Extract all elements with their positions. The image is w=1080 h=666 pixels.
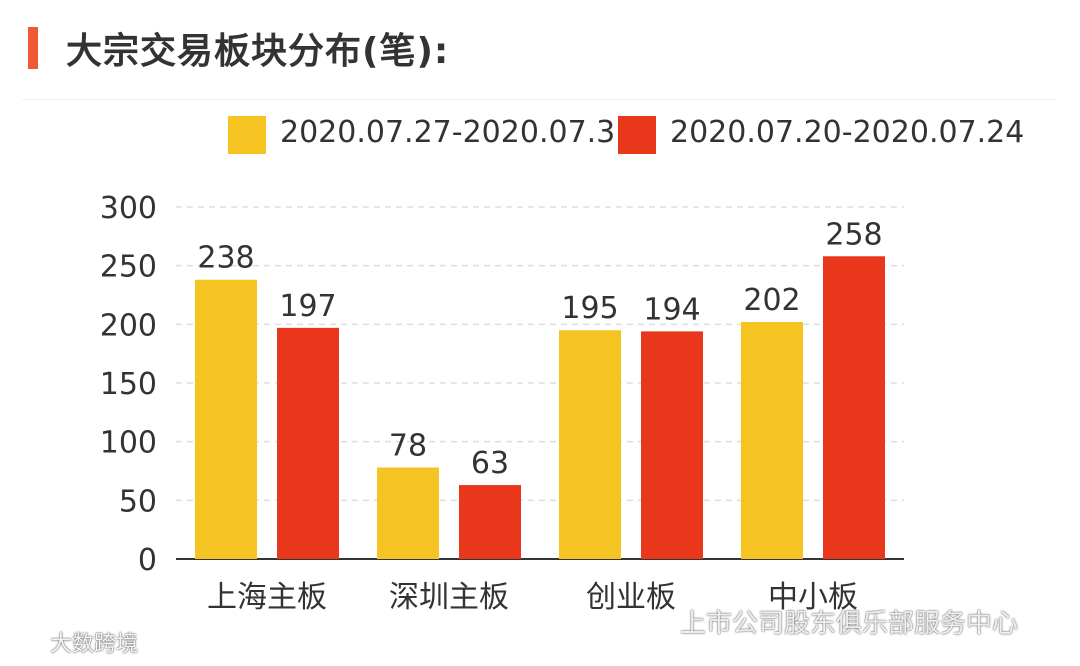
y-tick-label: 300 (100, 191, 157, 226)
legend-swatch-series-1 (228, 116, 266, 154)
data-label: 78 (389, 428, 427, 463)
watermark-brand: 大数跨境 (6, 626, 138, 660)
data-label: 202 (743, 283, 800, 318)
legend-swatch-series-2 (618, 116, 656, 154)
watermark-left-text: 大数跨境 (50, 632, 139, 657)
y-tick-label: 50 (119, 484, 157, 519)
bar (195, 279, 257, 559)
bar (277, 327, 339, 559)
y-tick-label: 100 (100, 426, 157, 461)
data-label: 258 (825, 217, 882, 252)
x-tick-label: 中小板 (768, 580, 858, 615)
watermark-right-text: 上市公司股东俱乐部服务中心 (680, 609, 1019, 639)
legend-label-series-1: 2020.07.27-2020.07.31 (280, 115, 635, 150)
header: 大宗交易板块分布(笔): (0, 0, 1080, 100)
y-tick-label: 0 (138, 543, 157, 578)
logo-icon (8, 634, 42, 652)
data-label: 197 (279, 289, 336, 324)
chart-title: 大宗交易板块分布(笔): (66, 31, 450, 72)
data-label: 194 (643, 292, 700, 327)
y-tick-label: 200 (100, 308, 157, 343)
bar (559, 330, 621, 559)
legend-label-series-2: 2020.07.20-2020.07.24 (670, 115, 1025, 150)
y-tick-label: 150 (100, 367, 157, 402)
bar (741, 321, 803, 559)
bar (641, 331, 703, 559)
bar (459, 485, 521, 559)
data-label: 63 (471, 446, 509, 481)
x-tick-label: 创业板 (586, 580, 676, 615)
wechat-icon (641, 610, 669, 633)
bar (823, 256, 885, 559)
data-label: 195 (561, 291, 618, 326)
y-tick-label: 250 (100, 250, 157, 285)
x-tick-label: 深圳主板 (389, 580, 509, 615)
x-tick-label: 上海主板 (207, 580, 327, 615)
legend: 2020.07.27-2020.07.31 2020.07.20-2020.07… (228, 112, 1058, 156)
watermark-wechat: 上市公司股东俱乐部服务中心 (640, 603, 1018, 639)
divider (22, 99, 1056, 100)
bar (377, 467, 439, 559)
title-accent-bar (28, 27, 38, 69)
data-label: 238 (197, 241, 254, 276)
